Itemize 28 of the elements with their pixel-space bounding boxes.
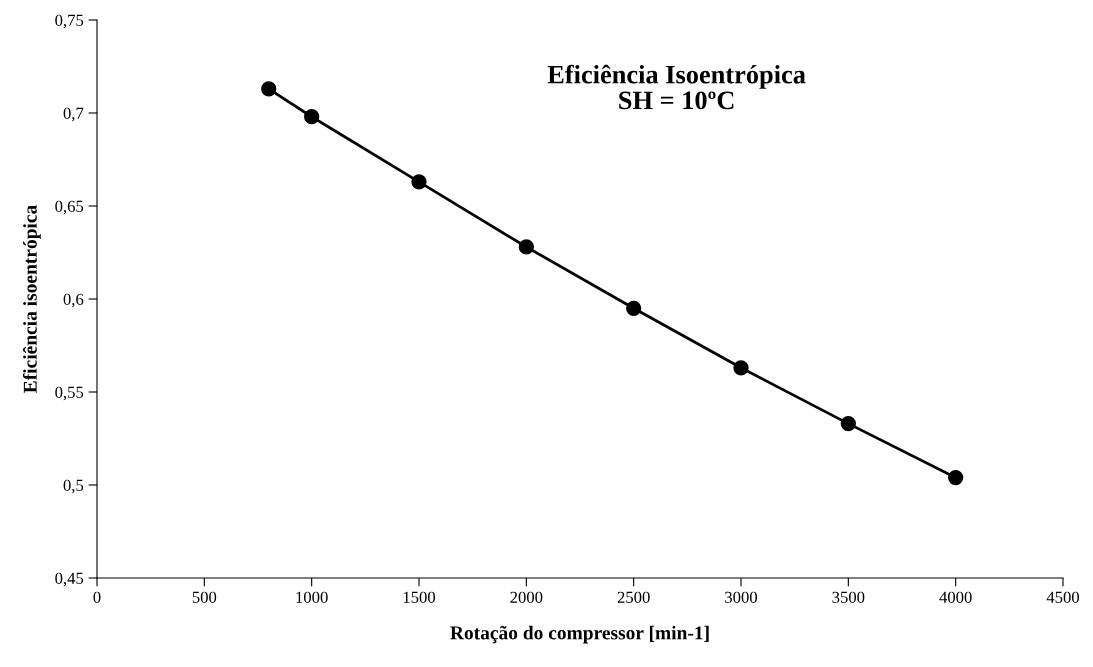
y-tick-label: 0,55 [55, 386, 84, 401]
x-tick-label: 2000 [510, 591, 543, 603]
x-tick-label: 4000 [939, 591, 972, 603]
x-tick-label: 4500 [1046, 591, 1080, 603]
point [733, 360, 749, 376]
point [304, 109, 320, 125]
y-tick-label: 0,7 [63, 107, 84, 122]
point [948, 469, 964, 486]
x-tick-label: 3500 [832, 591, 865, 603]
point [518, 239, 534, 255]
point [626, 300, 642, 316]
point [840, 415, 856, 432]
x-tick-label: 500 [192, 591, 217, 603]
y-tick-label: 0,45 [55, 572, 84, 587]
text: Eficiência Isoentrópica SH = 10ºC [547, 64, 806, 110]
y-tick-label: 0,65 [55, 200, 84, 215]
point [261, 81, 277, 97]
x-tick-label: 2500 [617, 591, 650, 603]
x-tick-label: 1500 [403, 591, 436, 603]
x-axis-title: Rotação do compressor [min-1] [450, 625, 709, 644]
x-tick-label: 3000 [725, 591, 758, 603]
y-axis-title: Eficiência isoentrópica [22, 205, 41, 393]
y-tick-label: 0,5 [63, 479, 84, 494]
x-tick-label: 1000 [296, 591, 328, 603]
point [411, 174, 427, 190]
y-tick-label: 0,75 [55, 14, 84, 29]
x-tick-label: 0 [93, 591, 101, 603]
y-tick-label: 0,6 [63, 293, 84, 308]
